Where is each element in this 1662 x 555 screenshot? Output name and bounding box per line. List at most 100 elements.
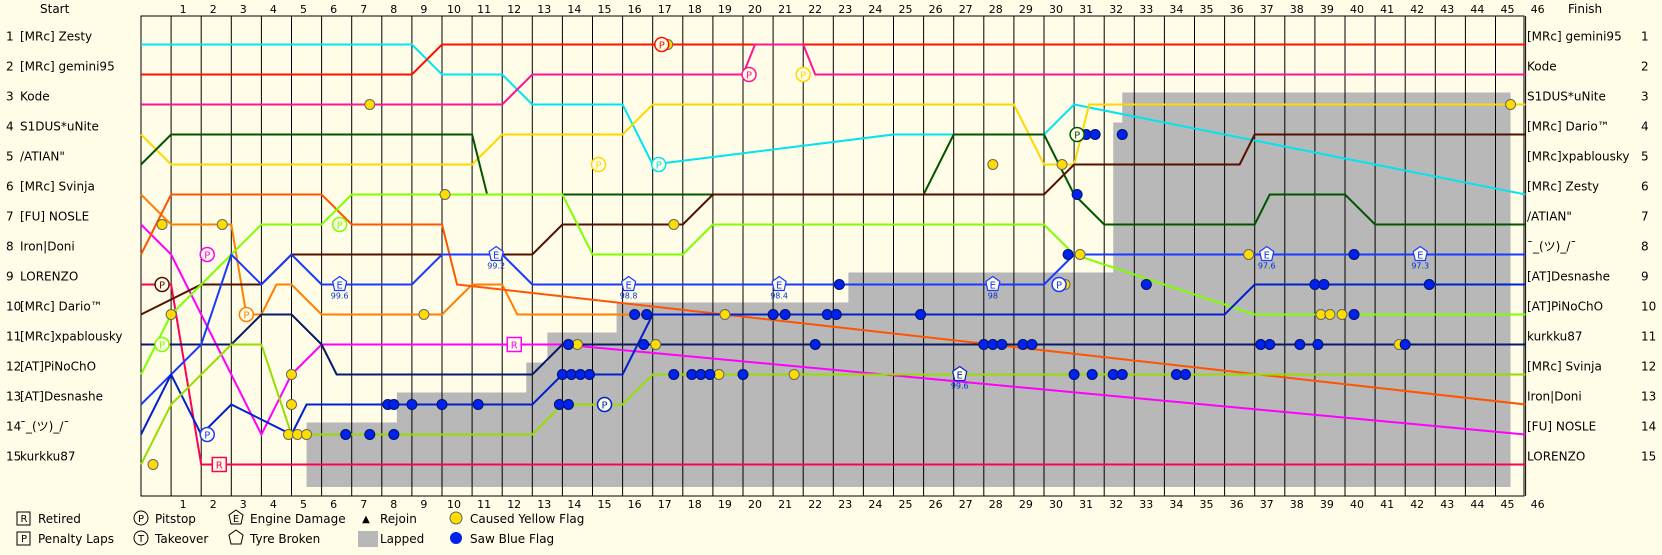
start-driver-label: [MRc] gemini95 — [20, 60, 115, 74]
lap-number-top: 28 — [989, 3, 1003, 16]
lap-number-bottom: 11 — [477, 498, 491, 511]
lap-number-bottom: 3 — [240, 498, 247, 511]
start-position-number: 10 — [6, 300, 21, 314]
blue-flag-marker — [1140, 279, 1152, 290]
lap-number-top: 26 — [929, 3, 943, 16]
blue-flag-marker — [1264, 339, 1276, 350]
lap-number-bottom: 5 — [300, 498, 307, 511]
engine-damage-marker — [985, 275, 1001, 292]
legend-text: Lapped — [380, 532, 424, 546]
lap-number-bottom: 37 — [1260, 498, 1274, 511]
yellow-flag-marker — [156, 219, 168, 230]
engine-damage-value: 99.6 — [331, 292, 349, 301]
blue-flag-marker — [1071, 189, 1083, 200]
blue-flag-marker — [1107, 369, 1119, 380]
lap-number-top: 8 — [390, 3, 397, 16]
blue-flag-marker — [1179, 369, 1191, 380]
lap-number-bottom: 8 — [390, 498, 397, 511]
lap-number-bottom: 46 — [1531, 498, 1545, 511]
retired-marker — [506, 336, 522, 353]
lap-number-top: 31 — [1079, 3, 1093, 16]
yellow-flag-marker — [1505, 99, 1517, 110]
blue-flag-marker — [629, 309, 641, 320]
lap-number-bottom: 39 — [1320, 498, 1334, 511]
lap-number-top: 20 — [748, 3, 762, 16]
lapped-region — [306, 92, 1511, 487]
driver-line — [141, 43, 1526, 76]
lap-number-bottom: 21 — [778, 498, 792, 511]
lap-number-top: 2 — [210, 3, 217, 16]
blue-flag-marker — [562, 399, 574, 410]
pitstop-marker-letter: P — [602, 401, 608, 412]
legend-symbol-letter: R — [21, 514, 28, 525]
pitstop-marker — [1051, 276, 1067, 293]
blue-flag-marker — [472, 399, 484, 410]
lap-number-bottom: 9 — [420, 498, 427, 511]
pitstop-marker — [650, 156, 667, 173]
retired-marker — [211, 456, 228, 473]
legend: R Retired P Pitstop E Engine Damage ▲ Rejoin Cau… — [16, 509, 584, 547]
yellow-flag-marker — [301, 429, 313, 440]
engine-damage-value: 98 — [988, 292, 998, 301]
pitstop-marker-letter: P — [204, 251, 210, 262]
lap-number-top: 44 — [1470, 3, 1484, 16]
yellow-flag-marker — [1324, 309, 1336, 320]
lap-number-bottom: 25 — [899, 498, 913, 511]
legend-text: Takeover — [154, 532, 208, 546]
lap-number-top: 37 — [1260, 3, 1274, 16]
finish-position-number: 7 — [1641, 210, 1649, 224]
engine-marker-letter: E — [957, 371, 963, 382]
finish-driver-label: [MRc]xpablousky — [1527, 150, 1630, 164]
engine-damage-value: 99.2 — [487, 262, 505, 271]
pitstop-marker-letter: P — [1074, 131, 1080, 142]
blue-flag-marker — [1399, 339, 1411, 350]
pitstop-marker — [199, 246, 215, 263]
pitstop-marker-letter: P — [243, 311, 249, 322]
legend-symbol-letter: P — [21, 534, 27, 545]
blue-flag-marker — [833, 279, 845, 290]
blue-flag-marker — [1017, 339, 1029, 350]
finish-driver-label: [MRc] Dario™ — [1527, 120, 1610, 134]
lap-number-bottom: 18 — [688, 498, 702, 511]
yellow-flag-marker — [713, 369, 725, 380]
engine-marker-letter: E — [1264, 251, 1270, 262]
blue-flag-marker — [1062, 249, 1074, 260]
start-driver-label: LORENZO — [20, 270, 78, 284]
lap-number-bottom: 44 — [1470, 498, 1484, 511]
lap-number-top: 42 — [1410, 3, 1424, 16]
lap-number-top: 1 — [180, 3, 187, 16]
driver-line — [141, 43, 1526, 196]
driver-line — [140, 193, 1526, 406]
start-driver-label: kurkku87 — [20, 450, 76, 464]
blue-flag-marker — [1068, 369, 1080, 380]
driver-line — [140, 223, 1526, 437]
yellow-flag-marker — [439, 189, 451, 200]
legend-symbol — [16, 531, 31, 546]
engine-damage-marker — [771, 275, 787, 292]
finish-position-number: 12 — [1641, 360, 1656, 374]
start-position-number: 9 — [6, 270, 14, 284]
engine-marker-letter: E — [493, 251, 499, 262]
blue-flag-marker — [574, 369, 586, 380]
lap-number-bottom: 17 — [658, 498, 672, 511]
blue-flag-marker — [364, 429, 376, 440]
engine-marker-letter: E — [625, 281, 631, 292]
lap-number-bottom: 22 — [808, 498, 822, 511]
blue-flag-marker — [1089, 129, 1101, 140]
legend-lapped-swatch — [358, 531, 378, 547]
driver-line — [141, 313, 1526, 376]
finish-header: Finish — [1568, 2, 1602, 16]
blue-flag-marker — [388, 399, 400, 410]
lap-number-bottom: 23 — [838, 498, 852, 511]
engine-marker-letter: E — [990, 281, 996, 292]
blue-flag-marker — [821, 309, 833, 320]
pitstop-marker-letter: P — [656, 161, 662, 172]
lap-number-top: 36 — [1230, 3, 1244, 16]
yellow-flag-marker — [650, 339, 662, 350]
blue-flag-marker — [1116, 369, 1128, 380]
start-position-number: 8 — [6, 240, 14, 254]
finish-driver-label: [FU] NOSLE — [1527, 420, 1596, 434]
lap-number-bottom: 42 — [1410, 498, 1424, 511]
blue-flag-marker — [565, 369, 577, 380]
